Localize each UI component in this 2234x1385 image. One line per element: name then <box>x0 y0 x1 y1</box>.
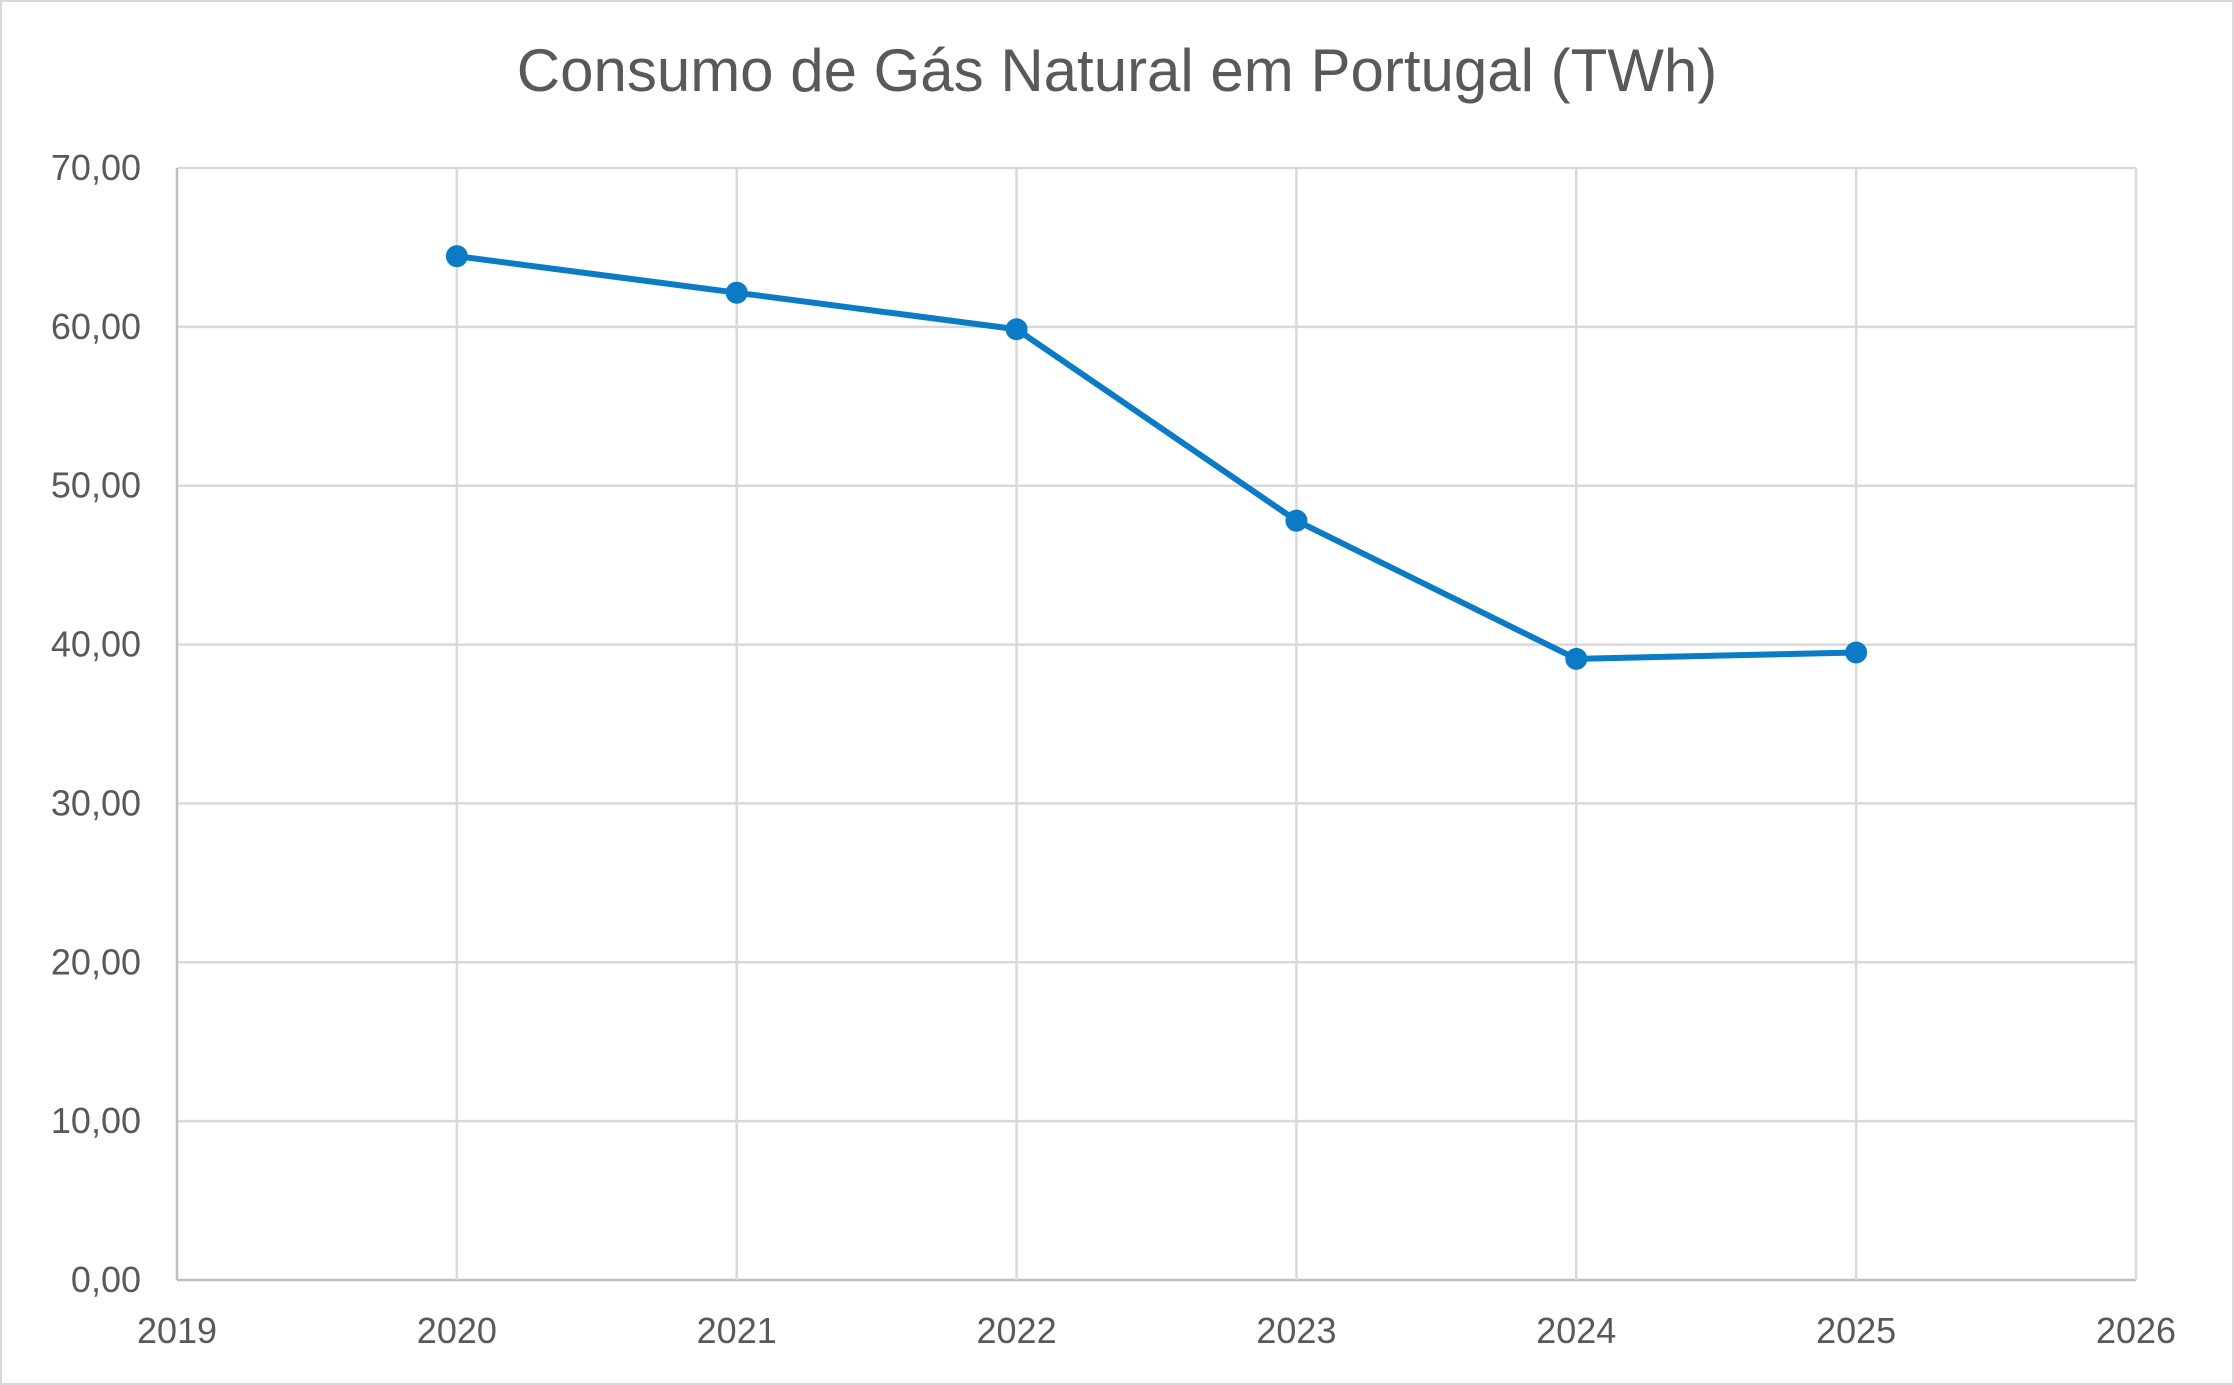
data-point-2024 <box>1565 647 1588 670</box>
chart-title: Consumo de Gás Natural em Portugal (TWh) <box>516 37 1718 104</box>
y-tick-label: 20,00 <box>51 941 141 982</box>
x-tick-label: 2019 <box>137 1310 217 1351</box>
y-tick-label: 70,00 <box>51 147 141 188</box>
y-tick-label: 60,00 <box>51 306 141 347</box>
x-tick-label: 2023 <box>1256 1310 1336 1351</box>
x-tick-label: 2024 <box>1536 1310 1616 1351</box>
x-tick-label: 2025 <box>1816 1310 1896 1351</box>
y-tick-label: 40,00 <box>51 624 141 665</box>
y-tick-label: 50,00 <box>51 465 141 506</box>
data-point-2023 <box>1285 509 1308 532</box>
x-tick-label: 2026 <box>2096 1310 2176 1351</box>
x-tick-label: 2020 <box>417 1310 497 1351</box>
y-tick-label: 30,00 <box>51 782 141 823</box>
x-tick-label: 2022 <box>977 1310 1057 1351</box>
data-point-2020 <box>445 245 468 268</box>
x-tick-label: 2021 <box>697 1310 777 1351</box>
data-point-2021 <box>725 281 748 304</box>
y-tick-label: 10,00 <box>51 1100 141 1141</box>
data-point-2022 <box>1005 318 1028 341</box>
y-tick-label: 0,00 <box>71 1259 141 1300</box>
series-line <box>456 253 1857 662</box>
data-point-2025 <box>1845 641 1868 664</box>
